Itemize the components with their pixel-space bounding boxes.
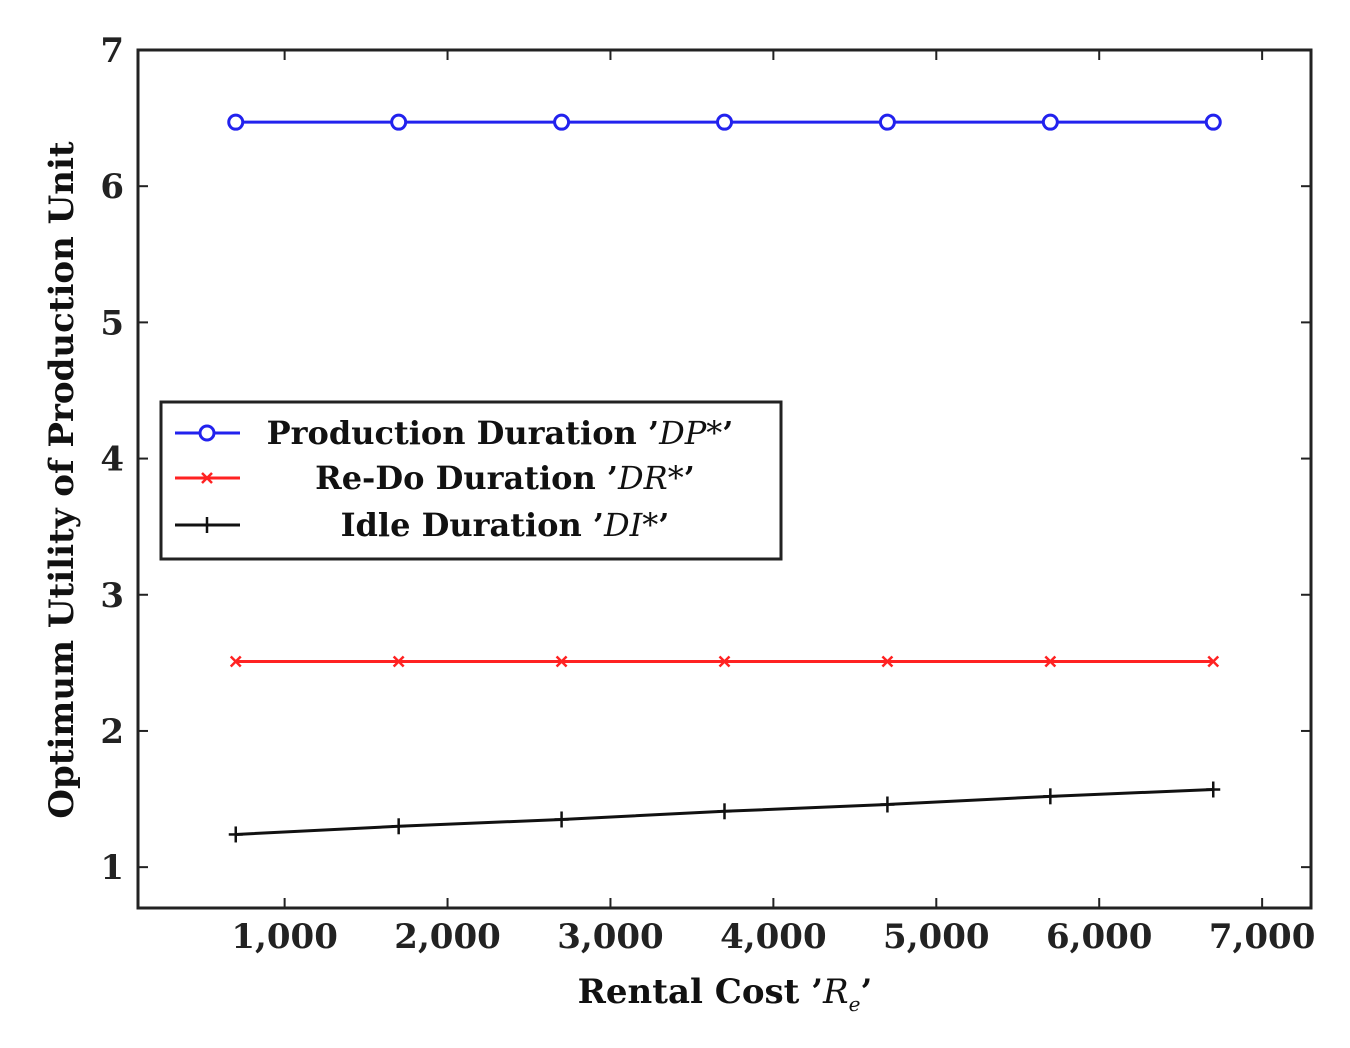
marker-stroke [229, 655, 242, 668]
data-point-re-do-duration [229, 655, 242, 668]
x-tick-label: 6,000 [1046, 917, 1152, 957]
y-tick-label: 4 [100, 440, 124, 480]
data-point-production-duration [553, 113, 571, 131]
data-point-idle-duration [880, 796, 895, 813]
marker-stroke [1044, 655, 1057, 668]
legend-swatch-marker [201, 472, 213, 484]
marker-stroke [881, 655, 894, 668]
series-production-duration [227, 113, 1222, 131]
marker-stroke [392, 655, 405, 668]
y-tick-label: 5 [100, 303, 124, 343]
data-point-production-duration [1041, 113, 1059, 131]
y-tick-label: 3 [100, 576, 124, 616]
legend-item-re-do-duration: Re-Do Duration ’DR*’ [175, 459, 695, 497]
x-axis-label: Rental Cost ’Re’ [578, 972, 873, 1016]
data-point-re-do-duration [718, 655, 731, 668]
data-point-production-duration [227, 113, 245, 131]
legend-item-idle-duration: Idle Duration ’DI*’ [175, 506, 669, 544]
marker-stroke [718, 655, 731, 668]
data-point-idle-duration [1043, 788, 1058, 805]
data-point-re-do-duration [392, 655, 405, 668]
data-point-idle-duration [717, 803, 732, 820]
x-tick-label: 5,000 [883, 917, 989, 957]
x-tick-label: 2,000 [394, 917, 500, 957]
x-tick-label: 4,000 [720, 917, 826, 957]
series-re-do-duration [229, 655, 1220, 668]
x-tick-label: 1,000 [231, 917, 337, 957]
marker-stroke [201, 472, 213, 484]
y-tick-label: 6 [100, 167, 124, 207]
marker-stroke [555, 655, 568, 668]
plot-frame [136, 48, 1313, 910]
data-point-re-do-duration [881, 655, 894, 668]
marker-stroke [1207, 655, 1220, 668]
legend-label: Production Duration ’DP*’ [267, 414, 734, 452]
y-axis-label: Optimum Utility of Production Unit [42, 141, 82, 819]
legend-item-production-duration: Production Duration ’DP*’ [175, 414, 733, 452]
data-point-production-duration [1204, 113, 1222, 131]
data-point-re-do-duration [1207, 655, 1220, 668]
y-tick-label: 1 [100, 848, 124, 888]
legend-swatch-marker [198, 424, 216, 442]
x-tick-label: 3,000 [557, 917, 663, 957]
legend-label: Idle Duration ’DI*’ [341, 506, 670, 544]
data-point-idle-duration [228, 826, 243, 843]
legend-box [159, 400, 783, 561]
series-idle-duration [228, 781, 1221, 843]
data-point-production-duration [878, 113, 896, 131]
legend-label: Re-Do Duration ’DR*’ [315, 459, 695, 497]
y-tick-label: 2 [100, 712, 124, 752]
legend-swatch-marker [200, 517, 214, 533]
data-point-production-duration [390, 113, 408, 131]
y-tick-label: 7 [100, 31, 124, 71]
x-tick-label: 7,000 [1209, 917, 1315, 957]
data-point-re-do-duration [1044, 655, 1057, 668]
data-point-idle-duration [1206, 781, 1221, 798]
data-point-idle-duration [391, 818, 406, 835]
data-point-re-do-duration [555, 655, 568, 668]
data-point-production-duration [716, 113, 733, 131]
data-point-idle-duration [554, 811, 569, 828]
